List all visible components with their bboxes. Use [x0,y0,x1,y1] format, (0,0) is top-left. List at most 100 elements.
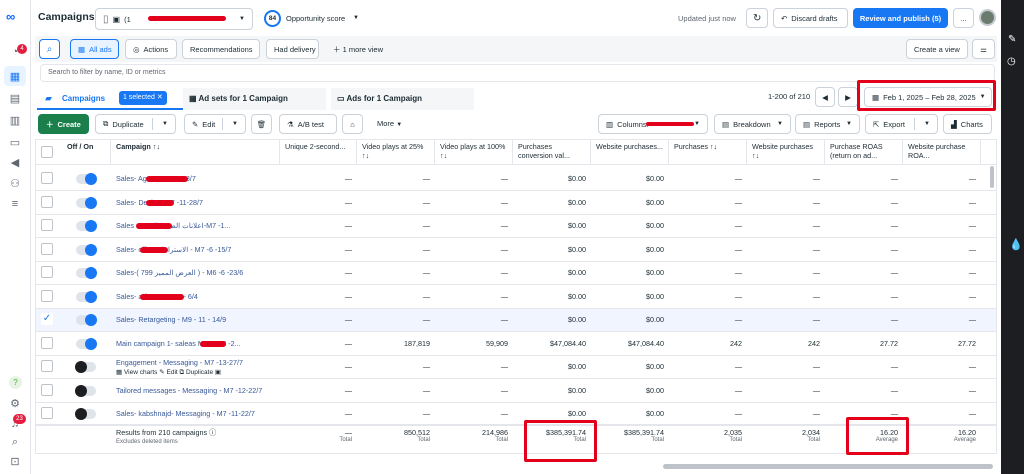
row-checkbox[interactable] [41,383,53,396]
column-header[interactable]: Website purchases... [591,139,669,165]
search-icon[interactable]: ⌕ [11,436,19,448]
row-checkbox[interactable]: ✓ [41,313,53,325]
campaign-toggle[interactable] [76,173,97,185]
duplicate-link[interactable]: ⧉ Duplicate [179,369,214,376]
clock-icon[interactable]: ◷ [1007,56,1016,67]
prev-page-button[interactable]: ◀ [815,87,835,107]
row-checkbox[interactable] [41,336,53,349]
had-delivery-button[interactable]: Had delivery [266,39,319,59]
tab-adsets[interactable]: ▦ Ad sets for 1 Campaign [183,88,326,110]
campaign-toggle[interactable] [76,243,97,256]
review-publish-button[interactable]: Review and publish (5) [853,8,948,28]
chevron-down-icon[interactable]: ▼ [232,121,238,127]
campaign-toggle[interactable] [76,337,97,350]
row-checkbox[interactable] [41,242,53,255]
pages-icon[interactable]: ▤ [9,93,21,105]
recommendations-button[interactable]: Recommendations [182,39,260,59]
campaign-toggle[interactable] [75,408,96,420]
charts-button[interactable]: ▟ Charts [943,114,992,134]
vertical-scrollbar[interactable] [990,166,994,188]
more-options-button[interactable]: ... [953,8,974,28]
row-checkbox[interactable] [41,407,53,419]
refresh-button[interactable]: ↻ [746,8,768,28]
date-range-picker[interactable]: ▦ Feb 1, 2025 – Feb 28, 2025 ▼ [864,87,992,107]
more-view-link[interactable]: ＋ 1 more view [333,44,383,55]
opportunity-score[interactable]: Opportunity score [286,14,346,23]
bell-icon[interactable]: ♫ [10,418,20,430]
campaign-toggle[interactable] [76,267,97,279]
column-header[interactable]: Website purchases ↑↓ [747,139,825,165]
column-header[interactable]: Website purchase ROA... [903,139,981,165]
select-all-checkbox[interactable] [41,146,53,158]
campaign-toggle[interactable] [76,290,97,303]
campaign-name-link[interactable]: Sales- Age - M7 -12-28/7 [116,174,196,183]
column-header[interactable]: Purchases conversion val... [513,139,591,165]
chevron-down-icon[interactable]: ▼ [162,121,168,127]
pin-icon[interactable]: ▣ [214,369,222,376]
selected-chip[interactable]: 1 selected ✕ [119,91,167,105]
tag-button[interactable]: ⌂ [342,114,363,134]
menu-icon[interactable]: ≡ [11,198,19,210]
row-checkbox[interactable] [41,172,53,184]
create-view-button[interactable]: Create a view [906,39,968,59]
column-header[interactable]: Off / On [62,139,111,165]
row-checkbox[interactable] [41,219,53,231]
view-charts-link[interactable]: ▦ View charts [116,369,158,376]
campaign-toggle[interactable] [75,384,96,397]
tab-campaigns[interactable]: ▰ Campaigns [37,86,183,110]
billing-icon[interactable]: ▭ [9,137,21,149]
close-icon[interactable]: ✕ [154,94,163,101]
campaign-toggle[interactable] [76,220,97,232]
column-header[interactable]: Video plays at 100% ↑↓ [435,139,513,165]
settings-sliders-button[interactable]: ⚌ [972,39,995,59]
table-icon[interactable]: ▦ [9,71,21,83]
campaign-toggle[interactable] [76,196,97,209]
create-button[interactable]: ＋ Create [38,114,89,134]
next-page-button[interactable]: ▶ [838,87,858,107]
campaign-name-link[interactable]: Sales- kabshnajd- Messaging - M7 -11-22/… [116,409,255,418]
help-icon[interactable]: ? [9,376,22,389]
discard-drafts-button[interactable]: ↶ Discard drafts [773,8,848,28]
campaign-name-link[interactable]: Sales-( 799 العرض المميز ) - M6 -6 -23/6 [116,268,244,277]
column-header[interactable]: Video plays at 25% ↑↓ [357,139,435,165]
ab-test-button[interactable]: ⚗ A/B test [279,114,337,134]
edit-link[interactable]: ✎ Edit [159,369,178,376]
campaign-name-link[interactable]: Engagement - Messaging - M7 -13-27/7 [116,358,244,367]
campaign-name-link[interactable]: Sales- Retargeting - M9 - 11 - 14/9 [116,315,227,324]
settings-icon[interactable]: ⚙ [10,398,20,410]
campaign-name-link[interactable]: Sales- offer الاستراحات - M7 -6 -15/7 [116,244,232,254]
actions-button[interactable]: ◎ Actions [125,39,177,59]
edit-button[interactable]: ✎ Edit ▼ [184,114,246,134]
drops-icon[interactable]: 💧 [1009,239,1023,251]
pencil-icon[interactable]: ✎ [1008,34,1017,45]
more-button[interactable]: More ▼ [377,119,402,128]
filter-input[interactable]: Search to filter by name, ID or metrics [40,64,995,82]
campaign-name-link[interactable]: Tailored messages - Messaging - M7 -12-2… [116,385,263,395]
campaign-name-link[interactable]: Sales- Device- M7 -11-28/7 [116,197,203,207]
export-button[interactable]: ⇱ Export ▼ [865,114,938,134]
column-header[interactable]: Purchases ↑↓ [669,139,747,165]
row-checkbox[interactable] [41,195,53,208]
chevron-down-icon[interactable]: ▼ [924,121,930,127]
campaign-toggle[interactable] [75,361,96,373]
meta-logo[interactable]: ∞ [6,9,16,24]
duplicate-button[interactable]: ⧉ Duplicate ▼ [95,114,176,134]
avatar[interactable] [979,9,996,26]
tab-ads[interactable]: ▭ Ads for 1 Campaign [331,88,474,110]
breakdown-button[interactable]: ▤ Breakdown ▼ [714,114,791,134]
row-checkbox[interactable] [41,360,53,372]
delete-button[interactable]: 🗑 [251,114,272,134]
campaign-name-link[interactable]: Main campaign 1- saleas M10 - 22 -2... [116,338,241,348]
column-header[interactable]: Campaign ↑↓ [111,139,280,165]
row-checkbox[interactable] [41,266,53,278]
campaign-toggle[interactable] [76,314,97,326]
all-ads-button[interactable]: ▦ All ads [70,39,119,59]
search-button[interactable]: ⌕ [39,39,60,59]
report-icon[interactable]: ⊡ [10,456,20,468]
megaphone-icon[interactable]: ◀ [10,157,20,169]
notifications-icon[interactable]: ◔ [11,46,19,58]
column-header[interactable]: Purchase ROAS (return on ad... [825,139,903,165]
column-header[interactable]: Unique 2-second... [280,139,357,165]
document-icon[interactable]: ▥ [9,115,21,127]
audience-icon[interactable]: ⚇ [10,178,20,190]
